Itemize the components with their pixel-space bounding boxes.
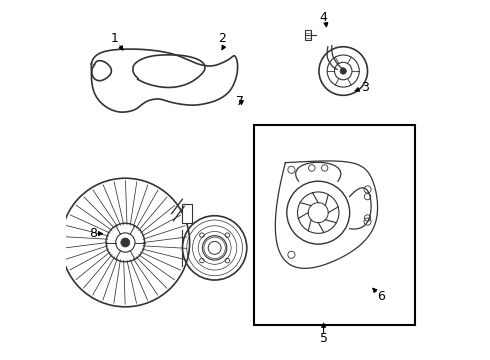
FancyBboxPatch shape: [305, 30, 311, 40]
Text: 8: 8: [89, 227, 97, 240]
FancyBboxPatch shape: [182, 204, 192, 222]
Text: 7: 7: [236, 95, 244, 108]
Text: 5: 5: [319, 333, 328, 346]
Text: 2: 2: [218, 32, 226, 45]
Circle shape: [340, 68, 346, 74]
Text: 6: 6: [377, 289, 385, 303]
Text: 3: 3: [361, 81, 368, 94]
Text: 1: 1: [111, 32, 119, 45]
Text: 4: 4: [319, 11, 327, 24]
Circle shape: [121, 238, 130, 247]
Bar: [254, 125, 415, 325]
